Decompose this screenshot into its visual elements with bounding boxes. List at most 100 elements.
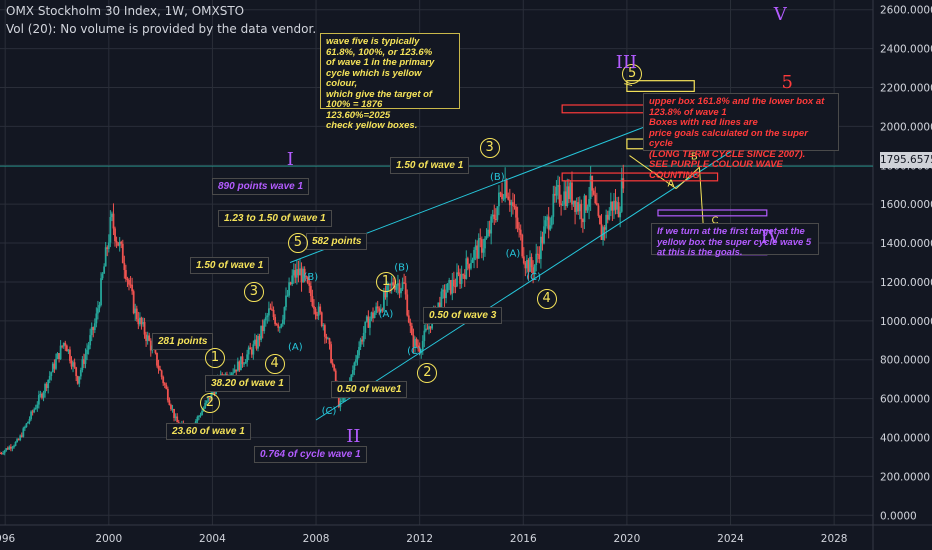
candle-body — [132, 291, 135, 314]
candle-body — [281, 319, 284, 324]
candle-body — [25, 423, 28, 428]
cycle-wave-I: I — [286, 149, 294, 171]
candle-body — [468, 264, 471, 269]
candle-body — [8, 446, 11, 450]
candle-body — [614, 200, 617, 210]
candle-body — [97, 308, 99, 314]
candle-body — [456, 272, 458, 287]
x-tick-label: 996 — [0, 533, 16, 545]
candle-body — [98, 305, 101, 309]
candle-body — [157, 365, 160, 369]
candle-body — [457, 272, 460, 275]
candle-body — [145, 334, 148, 341]
purple-goal-note: If we turn at the first target at the ye… — [651, 223, 819, 258]
candle-body — [212, 391, 214, 393]
trend-line — [629, 155, 677, 190]
candle-body — [23, 427, 26, 429]
candle-body — [17, 439, 20, 441]
candle-body — [463, 274, 466, 279]
wave-label: (C) — [407, 346, 422, 357]
candle-body — [142, 322, 144, 325]
candle-body — [232, 372, 235, 374]
candle-body — [238, 361, 241, 371]
candle-body — [504, 180, 507, 199]
candle-body — [31, 411, 34, 413]
candle-body — [166, 388, 169, 401]
candle-body — [260, 325, 263, 340]
candle-body — [3, 450, 6, 454]
tag-23-60-of-wave-1: 23.60 of wave 1 — [166, 423, 251, 440]
candle-body — [42, 392, 45, 398]
candle-body — [536, 253, 539, 255]
candle-body — [546, 216, 549, 221]
wave-label: (B) — [304, 272, 319, 283]
candle-body — [28, 418, 31, 422]
wave-label: (A) — [379, 309, 394, 320]
candle-body — [513, 205, 516, 207]
candle-body — [383, 291, 385, 311]
candle-body — [87, 345, 90, 350]
candle-body — [103, 266, 106, 274]
candle-body — [252, 344, 255, 355]
candle-body — [163, 383, 166, 386]
candle-body — [577, 202, 580, 212]
wave-label: (C) — [322, 406, 337, 417]
candle-body — [258, 336, 261, 340]
candle-body — [588, 198, 590, 207]
candle-body — [549, 225, 552, 230]
candle-body — [428, 326, 430, 330]
candle-body — [323, 325, 326, 337]
candle-body — [539, 236, 542, 259]
candle-body — [442, 289, 444, 292]
candle-body — [603, 227, 606, 230]
candle-body — [474, 245, 477, 251]
candle-body — [69, 349, 71, 361]
candle-body — [288, 282, 291, 296]
candle-body — [283, 307, 286, 320]
candle-body — [244, 362, 247, 364]
candle-body — [369, 318, 371, 328]
candle-body — [401, 282, 404, 290]
candle-body — [0, 453, 1, 455]
candle-body — [34, 407, 37, 410]
candle-body — [532, 267, 535, 275]
candle-body — [526, 259, 528, 269]
y-tick-label: 1400.0000 — [880, 238, 932, 250]
candle-body — [515, 206, 517, 218]
candle-body — [255, 339, 258, 349]
candle-body — [501, 193, 503, 200]
candle-body — [156, 352, 158, 366]
candle-body — [67, 349, 70, 352]
candle-body — [36, 404, 39, 408]
candle-body — [569, 182, 572, 200]
candle-body — [236, 361, 239, 372]
candle-body — [404, 283, 407, 295]
candle-body — [16, 439, 18, 443]
candle-body — [397, 283, 399, 286]
candle-body — [592, 190, 595, 195]
candle-body — [608, 210, 611, 220]
y-tick-label: 0.0000 — [880, 510, 917, 522]
candle-body — [465, 258, 468, 279]
candle-body — [9, 446, 12, 449]
x-tick-label: 2028 — [821, 533, 848, 545]
candle-body — [341, 400, 343, 402]
candle-body — [280, 323, 283, 328]
candle-body — [502, 198, 505, 200]
candle-body — [117, 242, 120, 246]
candle-body — [59, 345, 62, 360]
y-tick-label: 1000.0000 — [880, 316, 932, 328]
candle-body — [567, 186, 570, 200]
candle-body — [295, 269, 298, 278]
candle-body — [199, 415, 202, 417]
candle-body — [201, 410, 203, 416]
candle-body — [334, 370, 337, 385]
wave-label: (B) — [394, 262, 409, 273]
candle-body — [83, 359, 85, 364]
candle-body — [292, 270, 295, 276]
candle-body — [400, 289, 402, 294]
candle-body — [19, 435, 22, 441]
x-tick-label: 2016 — [510, 533, 537, 545]
candle-body — [606, 214, 609, 220]
candle-body — [95, 313, 98, 324]
